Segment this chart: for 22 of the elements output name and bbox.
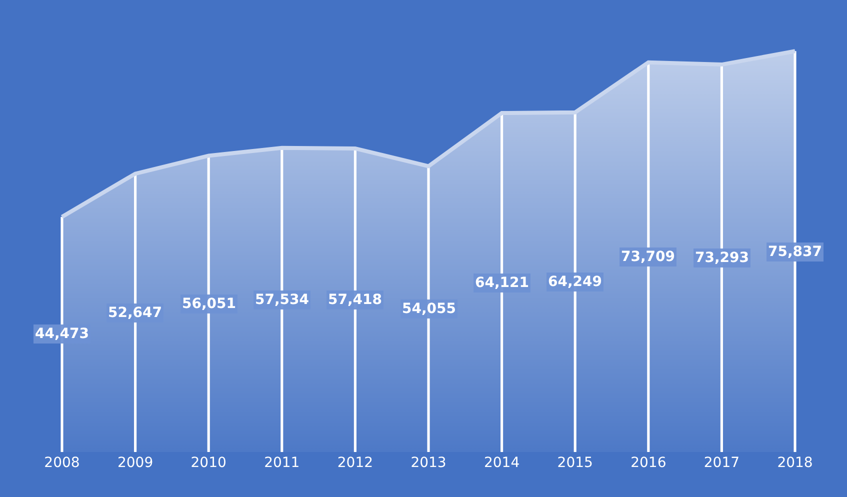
x-tick-label: 2013 — [410, 455, 446, 471]
x-tick-label: 2014 — [484, 455, 520, 471]
data-label: 52,647 — [108, 305, 162, 321]
data-label: 44,473 — [35, 326, 90, 342]
x-tick-label: 2009 — [117, 455, 154, 471]
x-tick-label: 2015 — [557, 455, 593, 471]
data-label: 64,121 — [475, 275, 530, 291]
x-tick-label: 2018 — [777, 455, 813, 471]
x-tick-label: 2017 — [704, 455, 740, 471]
data-label: 73,293 — [695, 250, 750, 266]
x-tick-label: 2011 — [264, 455, 300, 471]
data-label: 73,709 — [621, 249, 676, 265]
x-tick-label: 2010 — [190, 455, 226, 471]
x-tick-label: 2016 — [630, 455, 666, 471]
data-label: 75,837 — [768, 244, 822, 260]
data-label: 56,051 — [182, 296, 236, 312]
data-label: 57,534 — [255, 292, 310, 308]
x-tick-label: 2012 — [337, 455, 374, 471]
data-label: 57,418 — [328, 292, 382, 308]
data-label: 64,249 — [548, 274, 602, 290]
x-tick-label: 2008 — [44, 455, 80, 471]
data-label: 54,055 — [402, 301, 456, 317]
